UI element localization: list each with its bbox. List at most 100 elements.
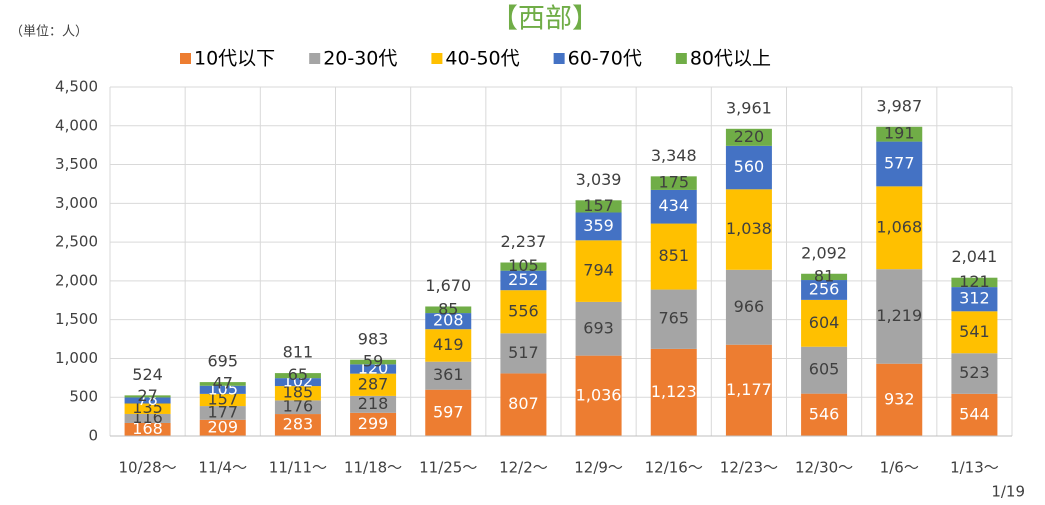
bar-segment: [425, 361, 472, 390]
x-tick-label: 11/25〜: [419, 459, 477, 477]
y-tick-label: 1,500: [55, 310, 98, 328]
legend-swatch: [431, 53, 443, 64]
bar-segment: [500, 373, 547, 436]
total-label: 695: [207, 352, 238, 371]
data-label: 27: [137, 386, 157, 405]
data-label: 208: [433, 311, 464, 330]
y-tick-label: 0: [88, 427, 98, 445]
x-tick-label: 12/2〜: [499, 459, 548, 477]
data-label: 1,177: [726, 380, 772, 399]
data-label: 541: [959, 322, 990, 341]
total-label: 811: [283, 343, 314, 362]
y-tick-label: 2,500: [55, 233, 98, 251]
y-tick-label: 4,000: [55, 116, 98, 134]
bar-segment: [199, 393, 246, 407]
data-label: 693: [583, 318, 614, 337]
bar-segment: [801, 299, 848, 347]
bar-segment: [274, 378, 321, 387]
data-label: 1,219: [876, 306, 922, 325]
data-label: 1,036: [576, 385, 622, 404]
bar-segment: [124, 397, 171, 404]
bar-segment: [575, 301, 622, 356]
bar-segment: [274, 373, 321, 379]
x-tick-label: 1/6〜: [880, 459, 919, 477]
bar-segment: [199, 382, 246, 386]
bar-segment: [801, 280, 848, 300]
bar-segment: [199, 385, 246, 394]
data-label: 1,123: [651, 382, 697, 401]
bar-segment: [124, 403, 171, 414]
data-label: 283: [283, 415, 314, 434]
bar-segment: [650, 189, 697, 224]
data-label: 209: [207, 417, 238, 436]
legend-swatch: [309, 53, 321, 64]
bar-segment: [650, 289, 697, 349]
bar-segment: [124, 395, 171, 398]
data-label: 434: [658, 196, 689, 215]
bar-segment: [951, 393, 998, 436]
bar-segment: [876, 269, 923, 364]
total-label: 2,041: [952, 247, 998, 266]
x-tick-label: 12/23〜: [720, 459, 778, 477]
y-tick-label: 2,000: [55, 271, 98, 289]
x-tick-label: 11/18〜: [344, 459, 402, 477]
bar-segment: [575, 355, 622, 436]
bar-segment: [350, 364, 397, 374]
data-label: 157: [207, 389, 238, 408]
data-label: 157: [583, 196, 614, 215]
total-label: 3,987: [876, 96, 922, 115]
bar-segment: [425, 389, 472, 436]
data-label: 597: [433, 402, 464, 421]
bar-segment: [274, 400, 321, 415]
data-label: 176: [283, 397, 314, 416]
bar-segment: [876, 141, 923, 187]
data-label: 966: [734, 297, 765, 316]
bar-segment: [500, 290, 547, 334]
footnote: 1/19: [991, 483, 1025, 501]
data-label: 218: [358, 394, 389, 413]
bar-segment: [801, 273, 848, 281]
data-label: 191: [884, 124, 915, 143]
bar-segment: [350, 412, 397, 436]
unit-note: （単位：人）: [10, 24, 88, 40]
bar-segment: [725, 145, 772, 190]
total-label: 1,670: [425, 276, 471, 295]
data-label: 359: [583, 216, 614, 235]
data-label: 256: [809, 279, 840, 298]
x-tick-label: 11/4〜: [198, 459, 247, 477]
total-label: 2,092: [801, 243, 847, 262]
legend-swatch: [553, 53, 565, 64]
bar-segment: [575, 240, 622, 302]
y-tick-label: 3,000: [55, 194, 98, 212]
bar-segment: [274, 386, 321, 401]
y-tick-label: 500: [69, 388, 98, 406]
bar-segment: [725, 128, 772, 146]
data-label: 81: [814, 266, 834, 285]
data-label: 807: [508, 394, 539, 413]
total-label: 3,961: [726, 98, 772, 117]
legend-label: 80代以上: [690, 48, 771, 70]
legend-swatch: [180, 53, 191, 64]
total-label: 2,237: [501, 232, 547, 251]
data-label: 932: [884, 389, 915, 408]
bar-segment: [951, 287, 998, 312]
bar-segment: [350, 359, 397, 365]
bar-segment: [500, 270, 547, 291]
bar-segment: [951, 311, 998, 354]
bar-segment: [876, 363, 923, 436]
data-label: 252: [508, 270, 539, 289]
data-label: 517: [508, 343, 539, 362]
bar-segment: [500, 333, 547, 374]
x-tick-label: 1/13〜: [950, 459, 999, 477]
data-label: 168: [132, 419, 163, 438]
bar-segment: [425, 306, 472, 314]
bar-segment: [500, 262, 547, 271]
data-label: 605: [809, 360, 840, 379]
legend-label: 40-50代: [445, 48, 519, 70]
x-tick-label: 12/30〜: [795, 459, 853, 477]
bar-segment: [425, 329, 472, 362]
data-label: 65: [288, 365, 308, 384]
x-tick-label: 12/9〜: [574, 459, 623, 477]
data-label: 299: [358, 414, 389, 433]
data-label: 105: [508, 256, 539, 275]
